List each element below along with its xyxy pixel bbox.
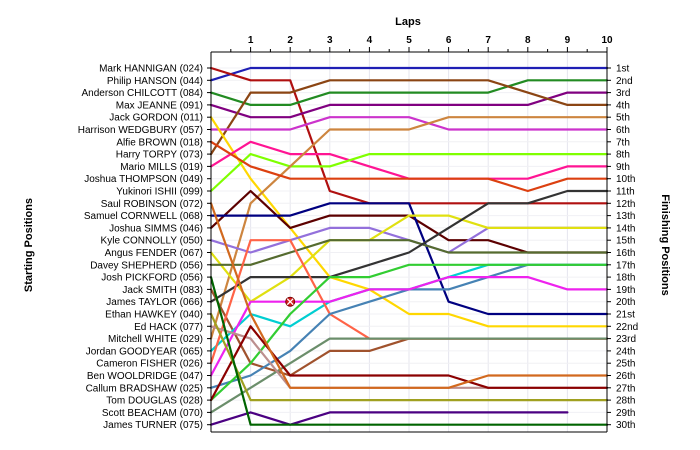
starting-position-label: Jack SMITH (083)	[122, 285, 203, 296]
series-line-29	[209, 411, 569, 426]
starting-position-label: Ed HACK (077)	[134, 322, 203, 333]
finishing-position-label: 22nd	[616, 322, 638, 333]
finishing-position-label: 16th	[616, 248, 635, 259]
series-line-22	[209, 276, 609, 377]
series-line-12	[209, 140, 609, 193]
series-line-4	[209, 91, 609, 119]
starting-position-label: Scott BEACHAM (070)	[102, 408, 203, 419]
finishing-position-label: 14th	[616, 223, 635, 234]
series-line-10	[209, 116, 609, 340]
y-axis-title-left: Starting Positions	[23, 198, 35, 292]
finishing-position-label: 15th	[616, 236, 635, 247]
starting-position-label: Callum BRADSHAW (025)	[86, 383, 203, 394]
series-line-13	[209, 202, 609, 316]
finishing-position-label: 6th	[616, 125, 630, 136]
incident-marker-cross	[286, 298, 294, 306]
finishing-position-label: 2nd	[616, 76, 633, 87]
starting-position-label: Jack GORDON (011)	[109, 113, 203, 124]
finishing-position-label: 29th	[616, 408, 635, 419]
starting-position-label: James TAYLOR (066)	[106, 297, 203, 308]
x-tick-label: 4	[367, 35, 373, 46]
finishing-position-label: 12th	[616, 199, 635, 210]
y-axis-title-right: Finishing Positions	[659, 194, 671, 295]
starting-position-label: Jordan GOODYEAR (065)	[86, 346, 203, 357]
starting-position-label: Saul ROBINSON (072)	[101, 199, 203, 210]
starting-position-label: Angus FENDER (067)	[105, 248, 203, 259]
finishing-position-label: 4th	[616, 100, 630, 111]
series-line-27	[209, 312, 609, 402]
finishing-position-label: 18th	[616, 273, 635, 284]
starting-position-label: Max JEANNE (091)	[116, 100, 203, 111]
series-line-7	[209, 116, 609, 328]
starting-position-label: Josh PICKFORD (056)	[101, 273, 203, 284]
starting-position-label: Harrison WEDGBURY (057)	[78, 125, 203, 136]
x-tick-label: 3	[327, 35, 333, 46]
x-tick-label: 1	[248, 35, 254, 46]
finishing-position-label: 13th	[616, 211, 635, 222]
starting-position-label: Harry TORPY (073)	[116, 150, 203, 161]
starting-position-label: Cameron FISHER (026)	[96, 359, 203, 370]
finishing-position-label: 24th	[616, 346, 635, 357]
finishing-position-label: 10th	[616, 174, 635, 185]
finishing-position-label: 5th	[616, 113, 630, 124]
series-line-6	[209, 116, 609, 131]
finishing-position-label: 23rd	[616, 334, 636, 345]
starting-position-label: Joshua THOMPSON (049)	[84, 174, 203, 185]
finishing-position-label: 21st	[616, 310, 635, 321]
series-line-5	[209, 79, 609, 156]
series-line-1	[209, 66, 609, 82]
starting-position-label: Yukinori ISHII (099)	[116, 187, 203, 198]
starting-position-label: Alfie BROWN (018)	[116, 137, 203, 148]
series-line-26	[209, 325, 609, 402]
starting-position-label: Anderson CHILCOTT (084)	[81, 88, 203, 99]
starting-position-label: Joshua SIMMS (046)	[109, 223, 203, 234]
finishing-position-label: 8th	[616, 150, 630, 161]
annotation-markers	[285, 296, 296, 307]
finishing-position-label: 11th	[616, 187, 635, 198]
starting-position-label: Mitchell WHITE (029)	[108, 334, 203, 345]
axis-labels: 1 2 3 4 5 6 7 8 9 10 Mark HANNIGAN (024)Philip HAN…	[78, 35, 638, 431]
finishing-position-label: 3rd	[616, 88, 630, 99]
starting-position-label: Davey SHEPHERD (056)	[90, 260, 203, 271]
series-line-15	[209, 214, 609, 303]
series-line-23	[209, 263, 609, 402]
series-line-17	[209, 189, 609, 303]
finishing-position-label: 17th	[616, 260, 635, 271]
starting-position-label: Mario MILLS (019)	[120, 162, 203, 173]
x-tick-label: 5	[406, 35, 412, 46]
starting-position-label: Ben WOOLDRIDGE (047)	[87, 371, 203, 382]
starting-position-label: Philip HANSON (044)	[107, 76, 203, 87]
finishing-position-label: 9th	[616, 162, 630, 173]
series-line-3	[209, 79, 609, 107]
x-tick-label: 9	[565, 35, 571, 46]
axes	[207, 47, 611, 433]
series-line-16	[209, 239, 609, 266]
x-tick-label: 6	[446, 35, 452, 46]
finishing-position-label: 26th	[616, 371, 635, 382]
finishing-position-label: 20th	[616, 297, 635, 308]
finishing-position-label: 1st	[616, 64, 630, 75]
finishing-position-label: 25th	[616, 359, 635, 370]
series-line-28	[209, 202, 609, 389]
finishing-position-label: 28th	[616, 396, 635, 407]
x-tick-label: 2	[287, 35, 293, 46]
starting-position-label: Kyle CONNOLLY (050)	[101, 236, 203, 247]
series-line-30	[209, 276, 609, 426]
x-tick-label: 7	[485, 35, 491, 46]
x-axis-title: Laps	[395, 16, 421, 28]
starting-position-label: Ethan HAWKEY (040)	[105, 310, 203, 321]
x-tick-label: 10	[601, 35, 613, 46]
finishing-position-label: 7th	[616, 137, 630, 148]
starting-position-label: Samuel CORNWELL (068)	[84, 211, 203, 222]
x-tick-label: 8	[525, 35, 531, 46]
starting-position-label: James TURNER (075)	[103, 420, 203, 431]
starting-position-label: Tom DOUGLAS (028)	[106, 396, 203, 407]
series-line-9	[209, 153, 609, 193]
starting-position-label: Mark HANNIGAN (024)	[99, 64, 203, 75]
finishing-position-label: 30th	[616, 420, 635, 431]
finishing-position-label: 27th	[616, 383, 635, 394]
series-lines	[209, 66, 609, 426]
finishing-position-label: 19th	[616, 285, 635, 296]
